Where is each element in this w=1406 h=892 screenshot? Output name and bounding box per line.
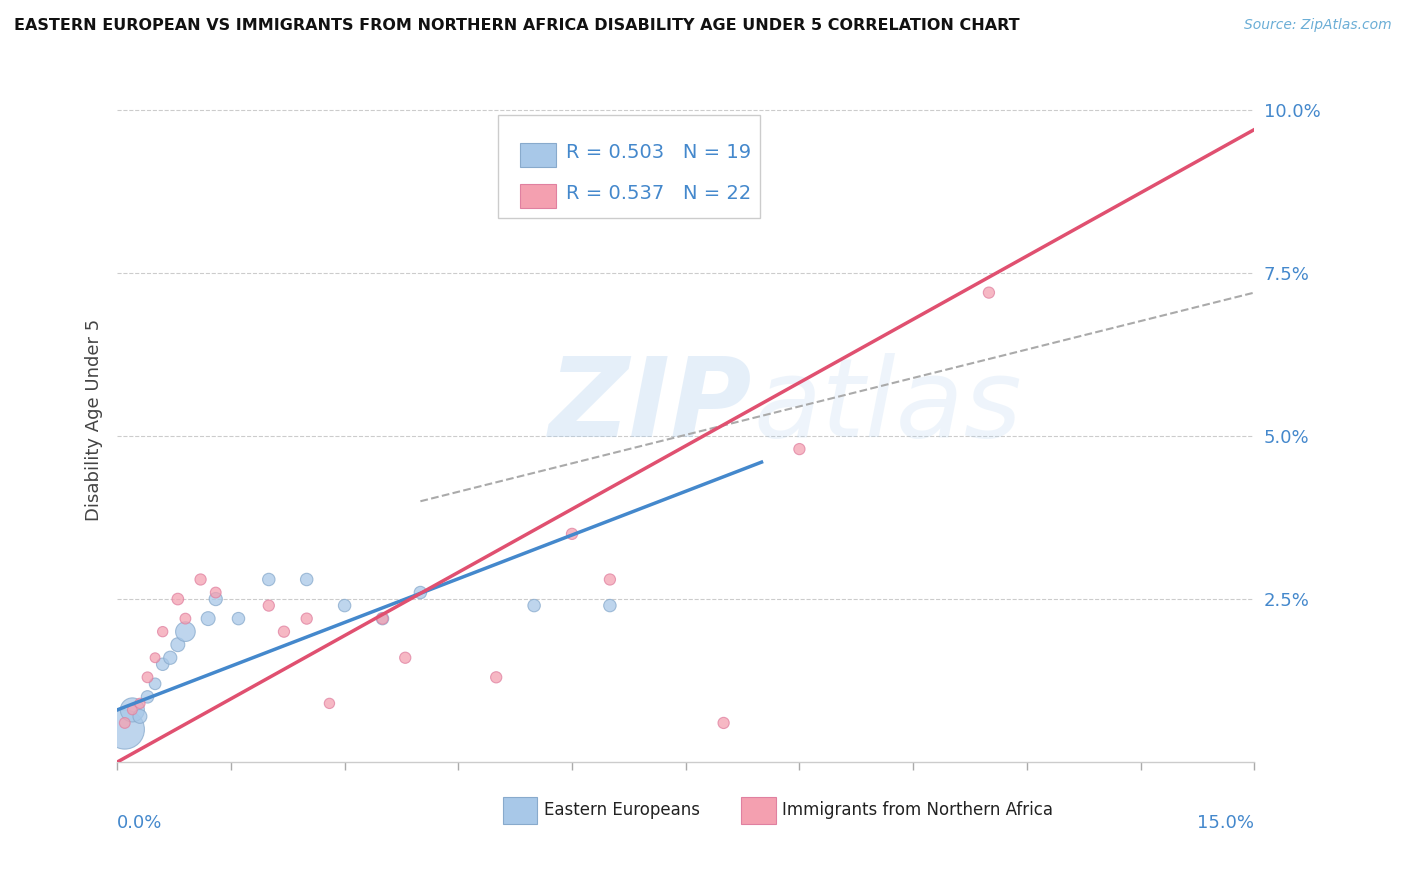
Point [129,709,152,723]
Point [713,715,735,730]
Point [295,573,318,587]
Point [273,624,295,639]
Point [977,285,1000,300]
Point [318,697,340,711]
Point [204,585,226,599]
Point [174,624,197,639]
Point [143,650,166,665]
Point [485,670,508,684]
Point [257,599,280,613]
Y-axis label: Disability Age Under 5: Disability Age Under 5 [86,318,103,521]
Point [129,697,152,711]
Point [121,703,143,717]
Point [295,612,318,626]
Point [599,573,621,587]
Point [159,650,181,665]
FancyBboxPatch shape [741,797,776,824]
Point [114,715,136,730]
Text: R = 0.537   N = 22: R = 0.537 N = 22 [567,185,752,203]
Point [204,592,226,607]
Text: atlas: atlas [754,352,1022,459]
FancyBboxPatch shape [503,797,537,824]
Point [394,650,416,665]
Text: Immigrants from Northern Africa: Immigrants from Northern Africa [782,801,1053,819]
Point [166,592,188,607]
Point [371,612,394,626]
Text: Eastern Europeans: Eastern Europeans [544,801,700,819]
Point [136,690,159,704]
Point [371,612,394,626]
Text: 0.0%: 0.0% [117,814,163,832]
Point [197,612,219,626]
Point [409,585,432,599]
Point [136,670,159,684]
Point [190,573,212,587]
Point [523,599,546,613]
Text: R = 0.503   N = 19: R = 0.503 N = 19 [567,144,751,162]
Point [166,638,188,652]
Text: 15.0%: 15.0% [1198,814,1254,832]
Point [143,677,166,691]
Point [561,526,583,541]
Point [257,573,280,587]
Point [333,599,356,613]
Point [789,442,811,456]
Point [121,703,143,717]
FancyBboxPatch shape [520,184,557,208]
Point [152,657,174,672]
Point [228,612,250,626]
Point [114,723,136,737]
Point [174,612,197,626]
Text: EASTERN EUROPEAN VS IMMIGRANTS FROM NORTHERN AFRICA DISABILITY AGE UNDER 5 CORRE: EASTERN EUROPEAN VS IMMIGRANTS FROM NORT… [14,18,1019,33]
FancyBboxPatch shape [520,143,557,167]
Point [599,599,621,613]
Text: Source: ZipAtlas.com: Source: ZipAtlas.com [1244,18,1392,32]
FancyBboxPatch shape [498,115,759,218]
Point [152,624,174,639]
Text: ZIP: ZIP [550,352,752,459]
